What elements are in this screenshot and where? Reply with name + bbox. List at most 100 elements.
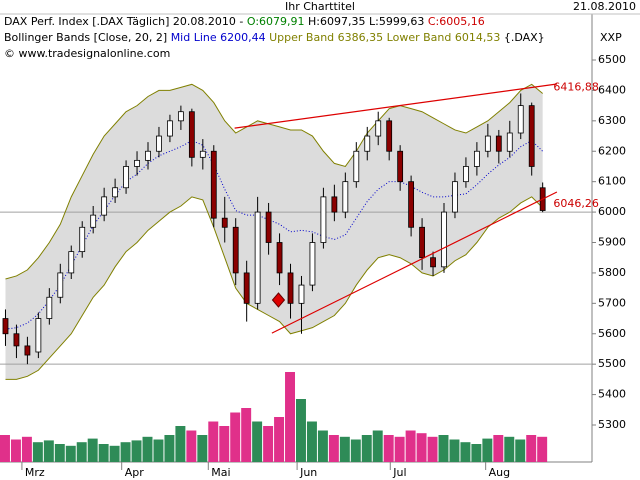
volume-bar	[350, 439, 361, 462]
volume-bar	[109, 445, 120, 462]
candle-body	[79, 226, 86, 253]
candle-body	[353, 150, 360, 183]
candle-body	[68, 251, 75, 274]
y-tick-label: 5800	[598, 266, 626, 279]
y-tick-label: 6100	[598, 175, 626, 188]
candle-body	[298, 284, 305, 304]
candle-body	[517, 105, 524, 134]
candle-body	[134, 159, 140, 167]
annotation: 6416,88	[553, 80, 599, 93]
candle-body	[386, 120, 393, 152]
header-line: DAX Perf. Index [.DAX Täglich] 20.08.201…	[4, 15, 485, 28]
candle-body	[57, 272, 64, 298]
volume-bar	[197, 435, 208, 462]
candle-body	[156, 135, 162, 152]
volume-bar	[361, 435, 372, 462]
x-tick-label: Jul	[392, 466, 406, 479]
header-segment: Upper Band 6386,35	[266, 31, 384, 44]
volume-bar	[471, 444, 482, 462]
volume-bar	[175, 426, 186, 462]
y-tick-label: 5900	[598, 236, 626, 249]
band-line	[5, 196, 544, 380]
volume-bar	[43, 440, 54, 462]
y-tick-label: 5300	[598, 418, 626, 431]
y-tick-label: 5600	[598, 327, 626, 340]
candle-body	[484, 135, 491, 152]
volume-bar	[186, 430, 197, 462]
volume-bar	[263, 426, 274, 462]
volume-bar	[296, 399, 306, 462]
candle-body	[528, 105, 535, 167]
candle-body	[441, 211, 447, 268]
candle-body	[199, 150, 206, 158]
header-segment: H:6097,35 L:5999,63	[305, 15, 428, 28]
candle-body	[46, 296, 53, 319]
volume-bar	[394, 436, 405, 462]
candle-body	[473, 150, 480, 167]
candle-body	[167, 120, 173, 137]
y-tick-label: 6500	[598, 53, 626, 66]
volume-bar	[153, 439, 164, 462]
y-tick-label: 6000	[598, 205, 626, 218]
candle-body	[177, 111, 184, 122]
candle-body	[35, 318, 42, 353]
candle-body	[320, 196, 327, 243]
candle-body	[254, 211, 261, 304]
volume-bar	[383, 435, 394, 462]
chart-title: Ihr Charttitel	[285, 0, 355, 13]
volume-bar	[142, 436, 153, 462]
candle-body	[331, 196, 338, 213]
x-tick-label: Mrz	[25, 466, 45, 479]
y-tick-label: 5500	[598, 357, 626, 370]
volume-bar	[54, 444, 65, 462]
candle-body	[506, 132, 513, 152]
trendline	[234, 83, 557, 129]
volume-bar	[482, 438, 493, 462]
candle-body	[419, 226, 425, 259]
candle-body	[397, 150, 404, 183]
candle-body	[430, 257, 436, 268]
volume-bar	[416, 433, 427, 462]
candle-body	[232, 226, 239, 274]
x-tick-label: Aug	[489, 466, 510, 479]
candle-body	[13, 333, 20, 347]
volume-bar	[98, 444, 109, 462]
volume-bar	[252, 421, 263, 462]
header-segment: {.DAX}	[500, 31, 544, 44]
volume-bar	[241, 408, 252, 462]
candle-body	[287, 272, 294, 304]
candle-body	[276, 242, 283, 274]
x-tick-label: Mai	[211, 466, 230, 479]
volume-bar	[230, 412, 241, 462]
volume-bar	[120, 442, 131, 462]
marker	[271, 292, 286, 308]
y-tick-label: 5400	[598, 388, 626, 401]
volume-bar	[460, 442, 471, 462]
candle-body	[112, 187, 119, 198]
candle-body	[188, 111, 195, 158]
volume-bar	[537, 436, 548, 462]
volume-bar	[504, 436, 515, 462]
volume-bar	[274, 417, 285, 462]
x-tick-label: Apr	[125, 466, 145, 479]
candle-body	[452, 181, 458, 213]
volume-bar	[515, 439, 526, 462]
candle-body	[210, 150, 217, 219]
volume-bar	[208, 421, 219, 462]
annotation: 6046,26	[553, 197, 599, 210]
y-tick-label: 6300	[598, 114, 626, 127]
volume-bar	[76, 442, 87, 462]
candle-body	[309, 242, 316, 286]
volume-bar	[449, 439, 460, 462]
volume-bar	[372, 430, 383, 462]
header-segment: O:6079,91	[247, 15, 305, 28]
header-segment: Mid Line 6200,44	[171, 31, 266, 44]
volume-bar	[339, 436, 350, 462]
candle-body	[123, 166, 129, 189]
candle-body	[495, 135, 502, 152]
y-tick-label: 6200	[598, 144, 626, 157]
candle-body	[90, 214, 97, 228]
header-segment: Lower Band 6014,53	[383, 31, 500, 44]
volume-bar	[10, 439, 21, 462]
